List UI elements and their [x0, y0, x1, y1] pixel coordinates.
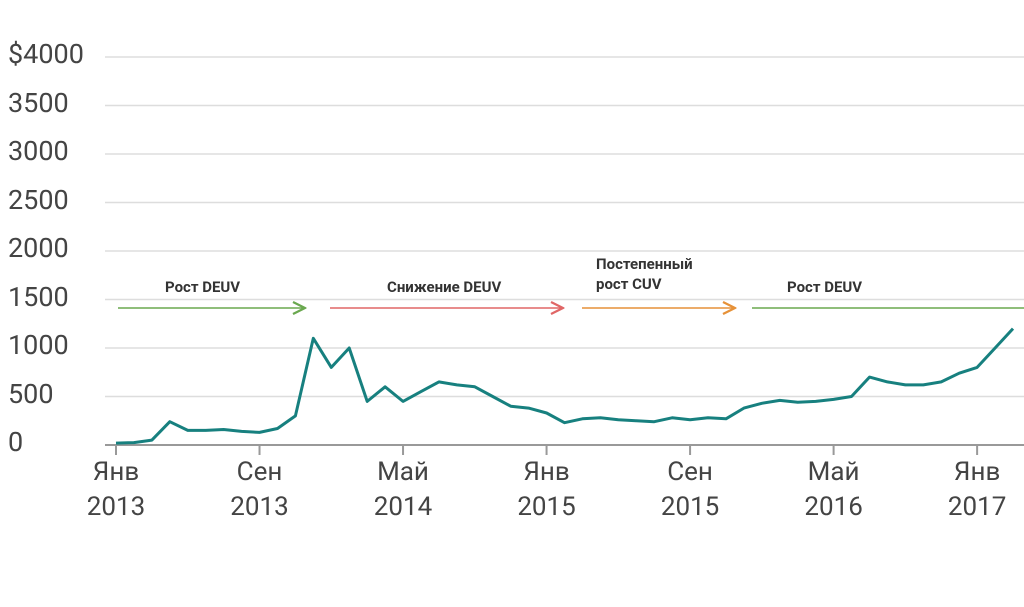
y-tick-label: 2000	[8, 232, 69, 264]
x-tick-label: Май 2014	[373, 457, 433, 522]
y-tick-label: 500	[8, 377, 54, 410]
x-tick-label: Сен 2015	[660, 457, 720, 522]
x-tick-label: Сен 2013	[230, 457, 289, 522]
x-tick-label: Янв 2017	[947, 457, 1007, 522]
annotation-text: Постепенный рост CUV	[596, 255, 693, 293]
x-tick-label: Май 2016	[804, 457, 863, 522]
annotation-text: Снижение DEUV	[387, 278, 502, 296]
line-series	[115, 327, 1015, 445]
annotation-text: Рост DEUV	[787, 278, 863, 296]
y-tick-label: 1500	[8, 280, 69, 313]
x-tick-label: Янв 2013	[86, 457, 146, 522]
x-tick-label: Янв 2015	[517, 457, 576, 522]
y-tick-label: 1000	[8, 329, 69, 361]
y-tick-label: $4000	[8, 38, 84, 70]
y-tick-label: 3500	[8, 86, 69, 119]
y-tick-label: 2500	[8, 183, 69, 216]
annotation-text: Рост DEUV	[165, 278, 241, 296]
y-tick-label: 3000	[8, 135, 69, 167]
y-tick-label: 0	[8, 426, 24, 458]
